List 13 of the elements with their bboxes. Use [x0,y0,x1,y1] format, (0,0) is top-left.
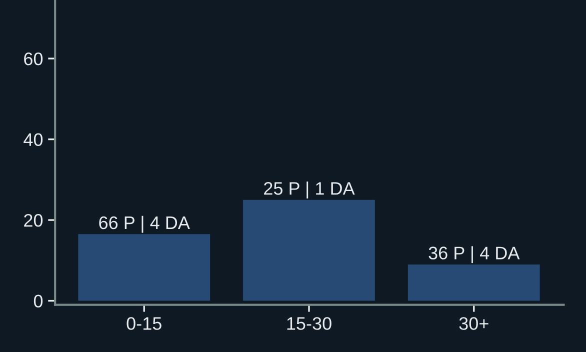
x-tick-label: 0-15 [126,317,162,330]
x-tick-label: 15-30 [287,317,332,330]
annotation: 36 P | 4 DA [428,246,520,264]
bar [408,264,540,301]
x-tick-label: 30+ [459,317,488,330]
y-tick-label: 60 [24,52,43,66]
y-tick-label: 0 [34,294,43,308]
annotation: 66 P | 4 DA [99,216,190,233]
bar [78,234,210,301]
bar [243,200,375,301]
y-tick-label: 20 [24,214,43,227]
annotation: 25 P | 1 DA [264,182,355,198]
y-tick-label: 40 [24,133,43,146]
